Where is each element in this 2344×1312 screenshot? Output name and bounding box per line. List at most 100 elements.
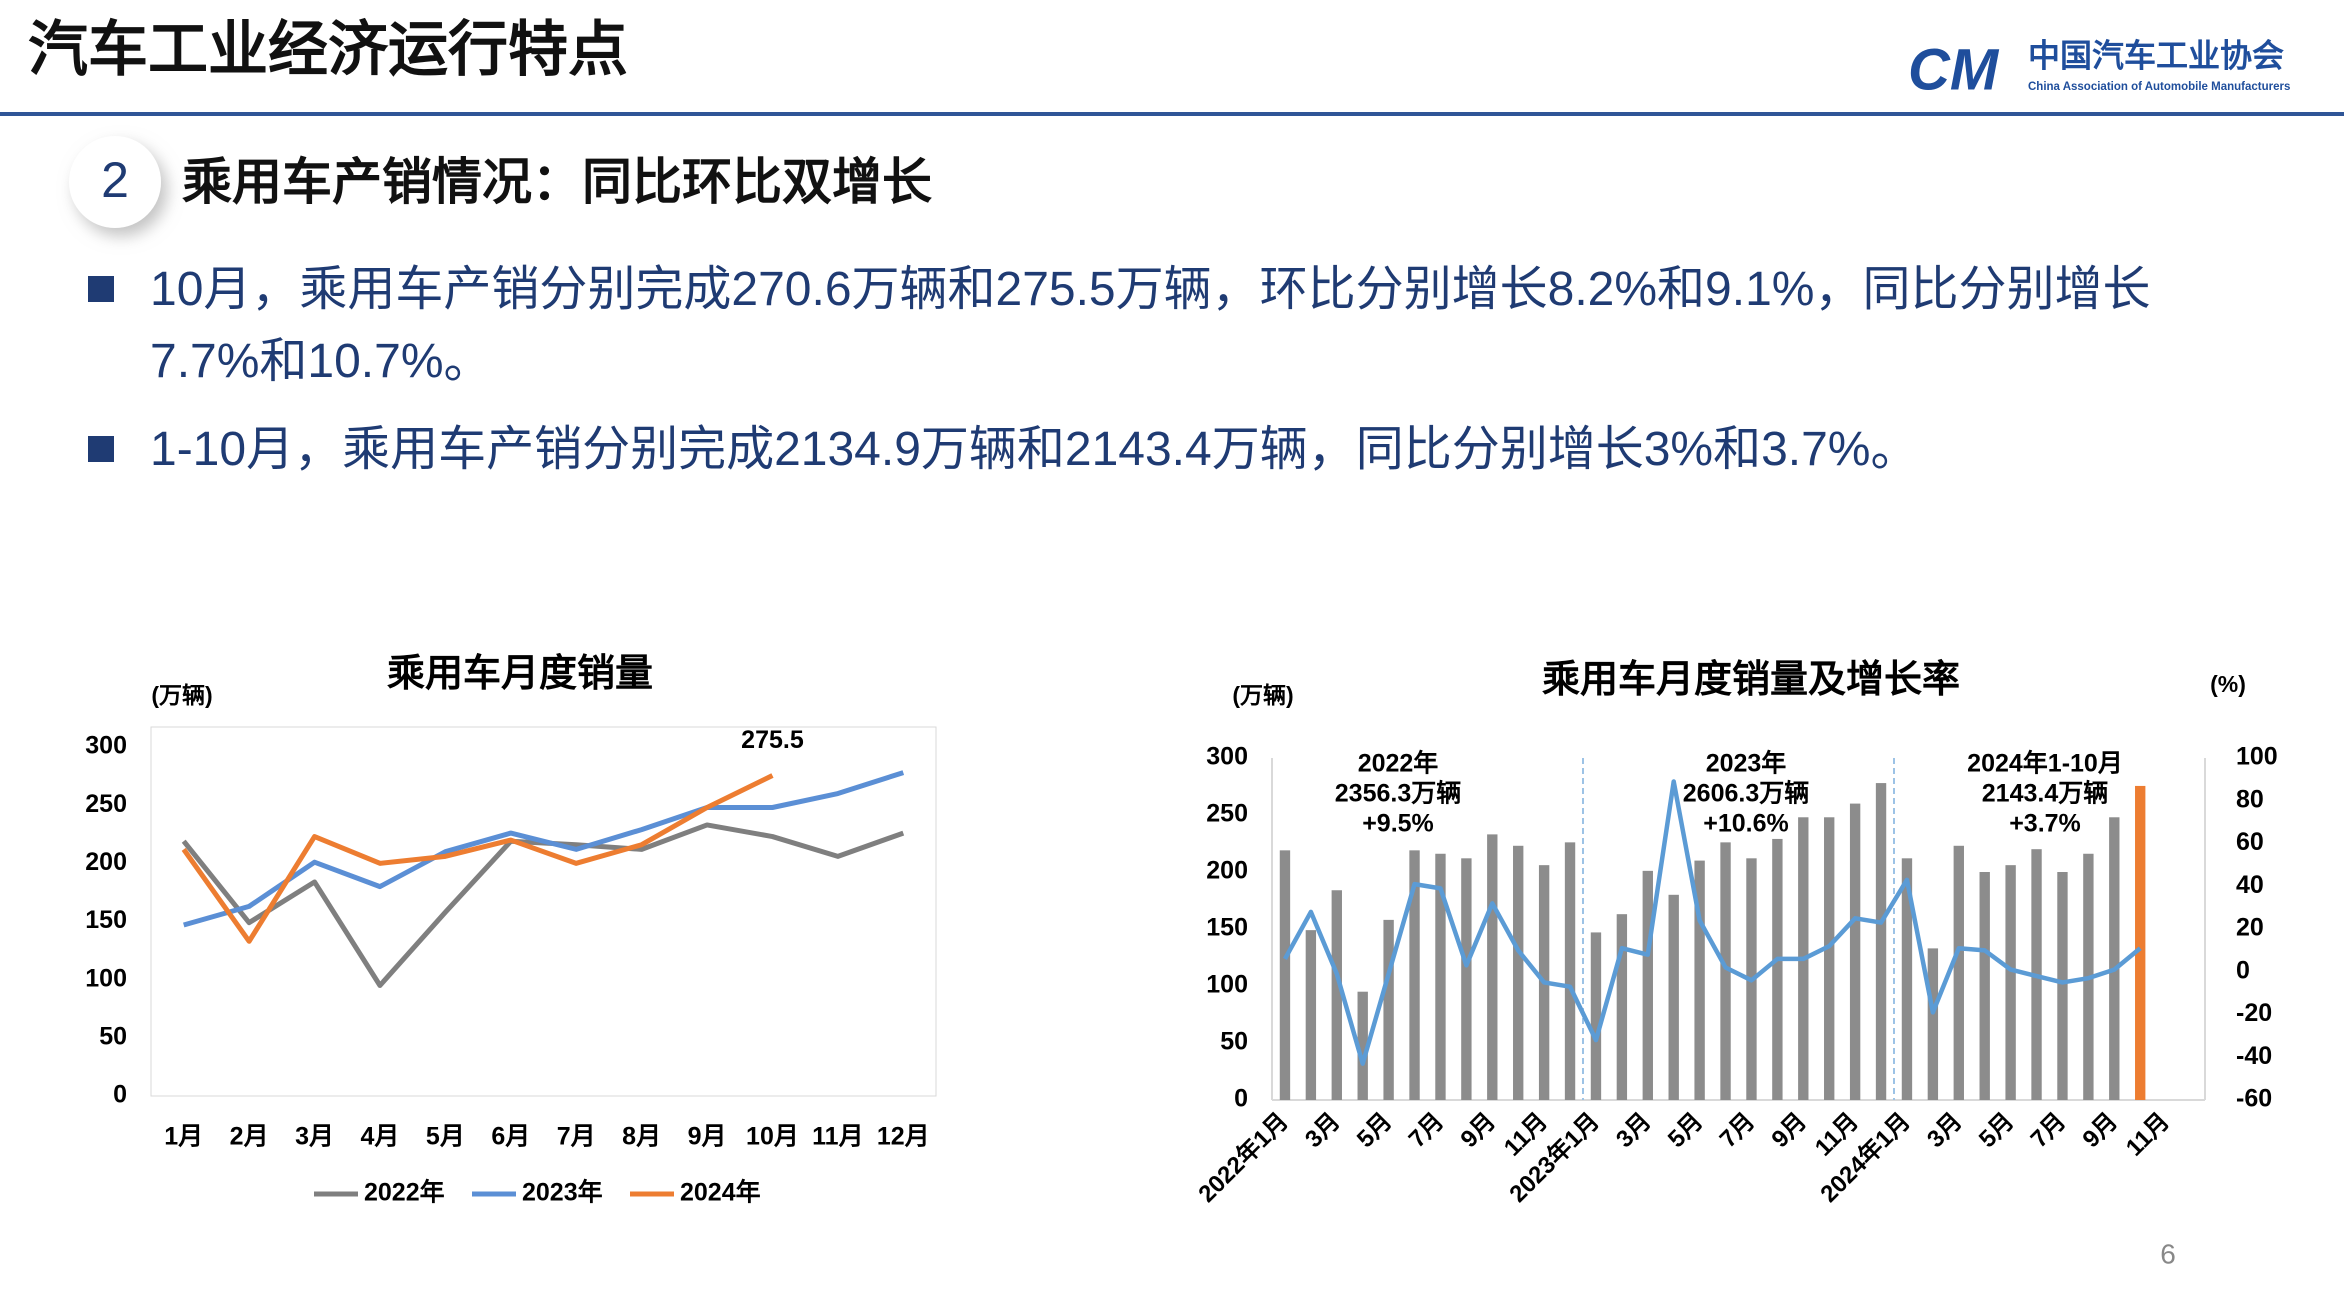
x-tick-label: 5月 (1663, 1108, 1709, 1154)
y2-tick-label: -60 (2236, 1085, 2272, 1113)
axis-label: (万辆) (151, 682, 212, 708)
x-tick-label: 3月 (1922, 1108, 1968, 1154)
y-tick-label: 200 (85, 848, 127, 876)
x-tick-label: 7月 (2026, 1108, 2072, 1154)
x-tick-label: 5月 (426, 1123, 465, 1151)
line-series (181, 822, 905, 988)
bar (1901, 858, 1913, 1100)
y2-tick-label: 20 (2236, 914, 2264, 942)
x-tick-label: 7月 (557, 1123, 596, 1151)
x-tick-label: 5月 (1974, 1108, 2020, 1154)
bar (1461, 858, 1472, 1100)
bullet-marker (88, 436, 114, 462)
page-title: 汽车工业经济运行特点 (28, 16, 628, 83)
annotation: 2023年 (1706, 749, 1787, 778)
bar (2135, 785, 2146, 1100)
y-tick-label: 50 (1220, 1028, 1248, 1056)
x-tick-label: 9月 (2078, 1108, 2124, 1154)
bar (1824, 817, 1835, 1100)
line-series (183, 770, 905, 928)
x-tick-label: 12月 (877, 1123, 930, 1151)
y-tick-label: 100 (85, 964, 127, 992)
x-tick-label: 9月 (1456, 1108, 1502, 1154)
y2-tick-label: 60 (2236, 828, 2264, 856)
bar (1720, 842, 1731, 1100)
bar (1435, 853, 1446, 1100)
bar (1772, 838, 1783, 1100)
bar (1642, 870, 1653, 1100)
y2-tick-label: -20 (2236, 999, 2272, 1027)
org-en: China Association of Automobile Manufact… (2028, 81, 2290, 93)
x-tick-label: 2022年1月 (1193, 1107, 1294, 1208)
y-tick-label: 50 (99, 1022, 127, 1050)
bar (2057, 872, 2068, 1100)
axis-label: (%) (2210, 671, 2246, 697)
y-tick-label: 300 (1206, 743, 1248, 771)
y-tick-label: 150 (1206, 914, 1248, 942)
bar (1849, 803, 1861, 1100)
x-tick-label: 9月 (688, 1123, 727, 1151)
bar (1409, 850, 1420, 1100)
annotation: +3.7% (2009, 810, 2081, 838)
x-tick-label: 3月 (1300, 1108, 1346, 1154)
y-tick-label: 100 (1206, 971, 1248, 999)
x-tick-label: 10月 (746, 1123, 799, 1151)
bar (1279, 850, 1291, 1100)
bar (1590, 932, 1602, 1100)
y2-tick-label: 40 (2236, 871, 2264, 899)
x-tick-label: 1月 (164, 1123, 203, 1151)
bar (2109, 817, 2120, 1100)
x-tick-label: 11月 (812, 1123, 863, 1151)
plot-frame (150, 726, 937, 1097)
bullet-marker (88, 276, 114, 302)
bar (1875, 783, 1887, 1100)
x-tick-label: 4月 (361, 1123, 400, 1151)
annotation: 2024年1-10月 (1967, 749, 2123, 778)
x-tick-label: 6月 (491, 1123, 530, 1151)
y2-tick-label: 100 (2236, 743, 2278, 771)
y-tick-label: 250 (1206, 800, 1248, 828)
y-tick-label: 0 (1234, 1085, 1248, 1113)
x-tick-label: 8月 (622, 1123, 661, 1151)
header-rule (0, 112, 2344, 116)
bar (1979, 872, 1990, 1100)
bar (1331, 890, 1342, 1100)
bar (2005, 865, 2016, 1100)
line-series (181, 773, 774, 944)
bar (1927, 948, 1939, 1100)
x-tick-label: 3月 (295, 1123, 334, 1151)
annotation: 2143.4万辆 (1982, 780, 2108, 808)
bar (1487, 834, 1498, 1100)
section-badge (69, 136, 161, 228)
y2-tick-label: 80 (2236, 785, 2264, 813)
x-tick-label: 3月 (1611, 1108, 1657, 1154)
section-title: 乘用车产销情况：同比环比双增长 (182, 154, 932, 210)
section-number: 2 (101, 152, 129, 208)
axis-label: (万辆) (1232, 682, 1293, 708)
data-label: 275.5 (741, 726, 804, 754)
bar (1616, 914, 1628, 1100)
chart-title: 乘用车月度销量及增长率 (1542, 659, 1960, 701)
bar (1513, 845, 1524, 1100)
annotation: +10.6% (1703, 810, 1789, 838)
page-number: 6 (2160, 1238, 2176, 1269)
bar (1383, 919, 1394, 1100)
bar (1564, 842, 1576, 1100)
bar (1357, 991, 1368, 1100)
x-tick-label: 7月 (1404, 1108, 1450, 1154)
org-cn: 中国汽车工业协会 (2028, 37, 2284, 73)
bar (1668, 894, 1679, 1100)
annotation: 2606.3万辆 (1683, 780, 1809, 808)
annotation: +9.5% (1362, 810, 1434, 838)
x-tick-label: 2月 (230, 1123, 269, 1151)
y2-tick-label: 0 (2236, 956, 2250, 984)
x-tick-label: 11月 (2121, 1108, 2175, 1162)
y2-tick-label: -40 (2236, 1042, 2272, 1070)
bar (1953, 845, 1964, 1100)
annotation: 2356.3万辆 (1335, 780, 1461, 808)
bullet-text: 1-10月，乘用车产销分别完成2134.9万辆和2143.4万辆，同比分别增长3… (150, 423, 1919, 476)
legend-label: 2024年 (680, 1178, 761, 1207)
bullet-text: 10月，乘用车产销分别完成270.6万辆和275.5万辆，环比分别增长8.2%和… (150, 263, 2151, 388)
